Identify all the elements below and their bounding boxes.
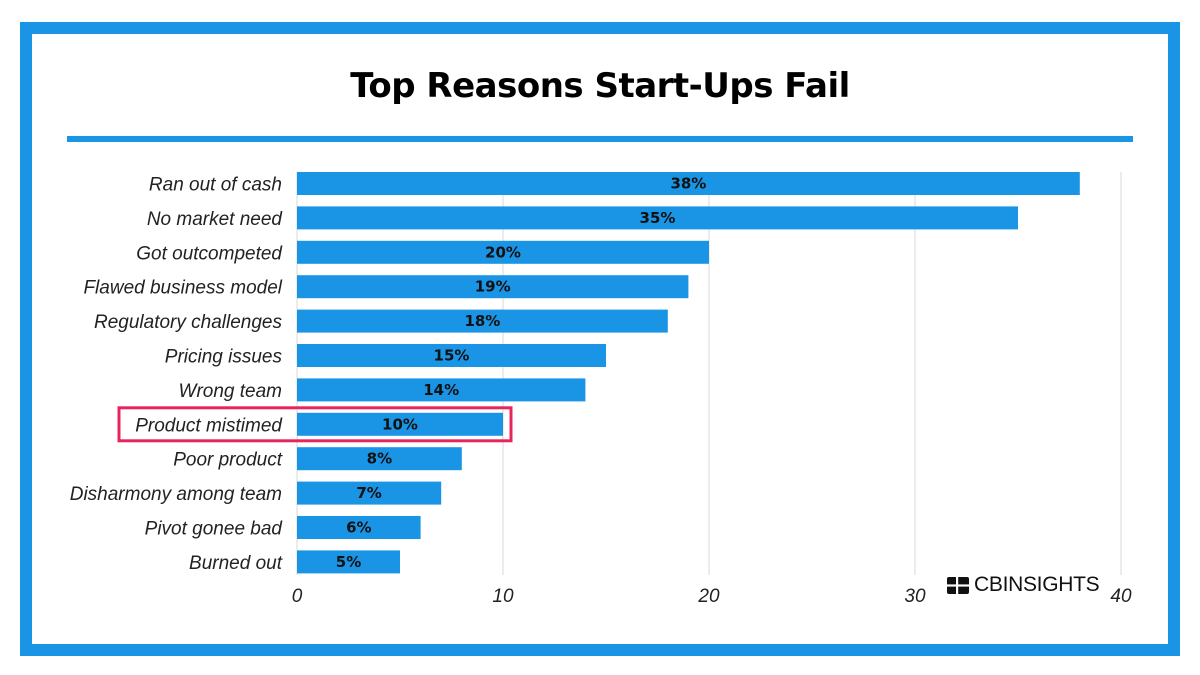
bar [297, 206, 1018, 230]
category-label: Wrong team [179, 381, 282, 402]
category-label: Got outcompeted [136, 243, 283, 264]
bar [297, 172, 1080, 195]
bar [297, 550, 400, 574]
bar [297, 412, 503, 436]
bar [297, 481, 442, 505]
category-label: Pricing issues [165, 347, 283, 368]
bar [297, 344, 606, 367]
x-tick-label: 30 [904, 586, 926, 607]
category-label: Flawed business model [83, 278, 282, 299]
category-label: Product mistimed [135, 415, 283, 436]
bar [297, 447, 462, 471]
bar [297, 378, 586, 402]
data-label: 18% [464, 312, 500, 330]
x-tick-label: 40 [1110, 586, 1132, 607]
data-label: 20% [485, 243, 521, 261]
data-label: 38% [670, 175, 706, 193]
x-tick-label: 20 [697, 586, 720, 607]
x-axis-ticks: 0 10 20 30 40 [292, 586, 1132, 607]
cb-insights-logo-icon [947, 576, 969, 594]
grid-lines [296, 172, 1122, 575]
data-label: 7% [356, 484, 381, 502]
data-label: 14% [423, 381, 459, 399]
data-labels: 38% 35% 20% 19% 18% 15% 14% 10% 8% 7% 6% 5% [336, 175, 707, 571]
category-label: Poor product [173, 450, 283, 471]
category-label: Regulatory challenges [94, 312, 283, 333]
bar [297, 275, 689, 299]
category-labels: Ran out of cash No market need Got outcomp… [70, 175, 284, 574]
bars [297, 172, 1080, 574]
chart-title: Top Reasons Start-Ups Fail [350, 66, 850, 106]
data-label: 10% [382, 415, 418, 433]
bar [297, 309, 668, 333]
data-label: 8% [367, 450, 392, 468]
category-label: Ran out of cash [149, 175, 282, 196]
title-underline [67, 136, 1133, 142]
highlight-layer [117, 406, 513, 443]
data-label: 5% [336, 553, 361, 571]
chart-frame [20, 22, 1180, 656]
category-label: No market need [147, 209, 284, 230]
bar [297, 516, 421, 539]
category-label: Burned out [189, 553, 283, 574]
cb-insights-logo: CBINSIGHTS [947, 573, 1100, 597]
bar [297, 240, 709, 264]
x-tick-label: 0 [292, 586, 303, 607]
highlight-box [117, 406, 513, 443]
logo-text: CBINSIGHTS [974, 573, 1100, 596]
x-tick-label: 10 [492, 586, 514, 607]
category-label: Disharmony among team [70, 484, 282, 505]
category-label: Pivot gonee bad [145, 519, 284, 540]
data-label: 15% [434, 347, 470, 365]
data-label: 6% [346, 519, 371, 537]
data-label: 35% [640, 209, 676, 227]
data-label: 19% [475, 278, 511, 296]
